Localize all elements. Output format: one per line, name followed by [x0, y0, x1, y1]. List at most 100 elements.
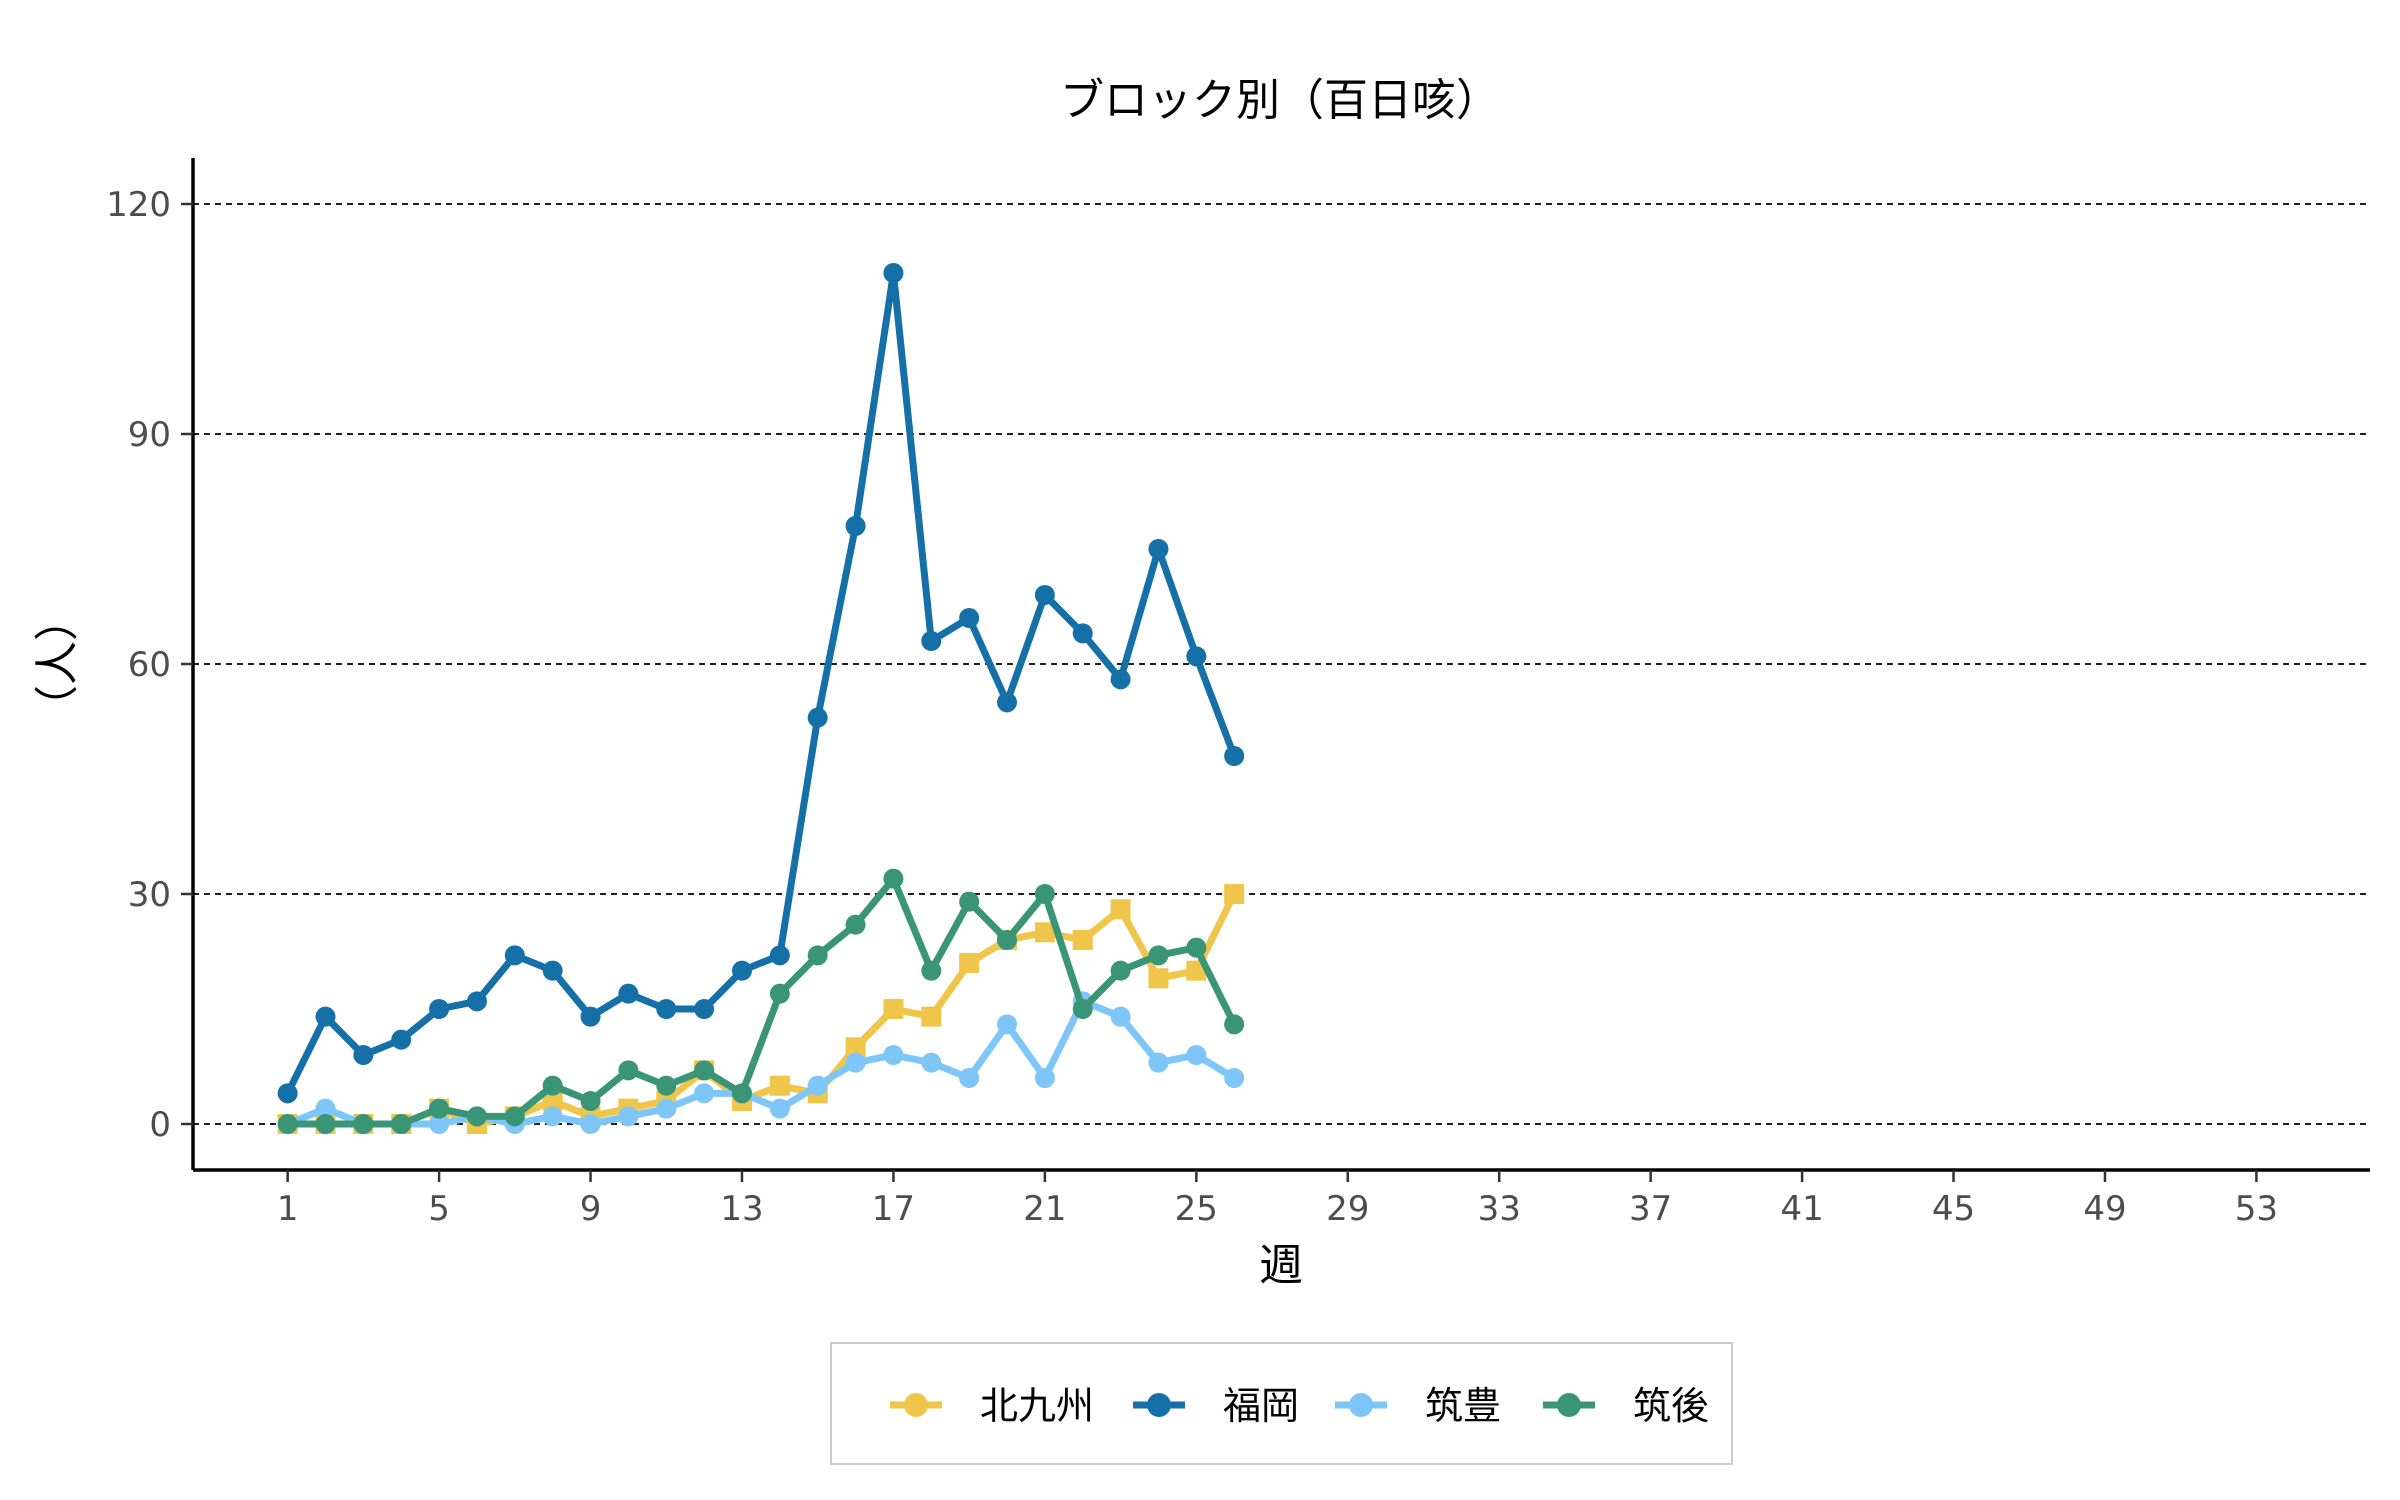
y-ticks: 0 30 60 90 120: [106, 185, 193, 1145]
data-point: [504, 945, 525, 966]
x-tick-label: 49: [2083, 1189, 2126, 1229]
data-point: [429, 999, 450, 1019]
data-point: [883, 868, 904, 889]
data-point: [731, 960, 752, 981]
series-line: [284, 875, 1238, 1128]
data-point: [391, 1029, 412, 1050]
legend-item: 北九州: [890, 1384, 1094, 1428]
legend-label: 筑豊: [1425, 1384, 1501, 1428]
x-tick-label: 1: [277, 1189, 299, 1229]
data-point: [542, 960, 563, 981]
data-point: [429, 1114, 450, 1134]
gridlines: [193, 203, 2370, 1125]
data-point: [1186, 937, 1207, 958]
data-point: [542, 1075, 563, 1096]
data-point: [656, 999, 677, 1019]
data-point: [1034, 585, 1055, 605]
data-point: [656, 1075, 677, 1096]
data-point: [618, 1106, 639, 1127]
data-point: [883, 999, 904, 1019]
x-tick-label: 45: [1932, 1189, 1975, 1229]
x-tick-label: 17: [872, 1189, 915, 1229]
data-point: [1110, 899, 1131, 920]
y-tick-label: 90: [128, 415, 171, 455]
data-point: [1224, 884, 1245, 904]
data-point: [391, 1114, 412, 1134]
data-point: [845, 914, 866, 935]
data-point: [845, 516, 866, 536]
data-point: [618, 983, 639, 1004]
y-tick-label: 30: [128, 875, 171, 915]
data-point: [1224, 1068, 1245, 1088]
data-point: [277, 1114, 298, 1134]
data-point: [466, 991, 487, 1012]
data-point: [1072, 623, 1093, 644]
x-tick-label: 13: [720, 1189, 763, 1229]
data-point: [1110, 960, 1131, 981]
series: [277, 263, 1245, 1134]
data-point: [769, 983, 790, 1004]
legend: 北九州 福岡 筑豊 筑後: [830, 1342, 1733, 1465]
data-point: [959, 1068, 980, 1088]
y-tick-label: 0: [149, 1105, 171, 1145]
data-point: [694, 1060, 715, 1081]
data-point: [429, 1098, 450, 1119]
data-point: [353, 1045, 374, 1065]
data-point: [1034, 922, 1055, 943]
legend-label: 北九州: [980, 1384, 1094, 1428]
data-point: [921, 1052, 942, 1073]
legend-item: 筑後: [1543, 1384, 1709, 1428]
data-point: [580, 1091, 601, 1111]
series-1: [277, 263, 1245, 1104]
data-point: [315, 1006, 336, 1027]
data-point: [1224, 746, 1245, 766]
data-point: [315, 1114, 336, 1134]
data-point: [921, 1006, 942, 1027]
data-point: [353, 1114, 374, 1134]
data-point: [315, 1098, 336, 1119]
legend-swatch-marker: [1557, 1393, 1581, 1417]
data-point: [580, 1114, 601, 1134]
data-point: [466, 1106, 487, 1127]
data-point: [997, 692, 1018, 713]
data-point: [731, 1083, 752, 1104]
data-point: [504, 1106, 525, 1127]
data-point: [1148, 968, 1169, 989]
x-tick-label: 41: [1780, 1189, 1823, 1229]
x-tick-label: 53: [2235, 1189, 2278, 1229]
data-point: [542, 1106, 563, 1127]
y-tick-label: 120: [106, 185, 171, 225]
data-point: [921, 631, 942, 651]
legend-swatch-marker: [1349, 1393, 1373, 1417]
data-point: [1072, 999, 1093, 1019]
legend-items: 北九州 福岡 筑豊 筑後: [890, 1384, 1709, 1428]
data-point: [1148, 539, 1169, 559]
legend-item: 筑豊: [1335, 1384, 1501, 1428]
x-tick-label: 37: [1629, 1189, 1672, 1229]
data-point: [845, 1037, 866, 1058]
data-point: [1034, 1068, 1055, 1088]
x-tick-label: 9: [580, 1189, 602, 1229]
data-point: [1110, 1006, 1131, 1027]
series-line: [284, 269, 1238, 1097]
data-point: [807, 1075, 828, 1096]
data-point: [769, 1075, 790, 1096]
x-tick-label: 5: [428, 1189, 450, 1229]
data-point: [1186, 1045, 1207, 1065]
data-point: [807, 945, 828, 966]
data-point: [580, 1006, 601, 1027]
data-point: [959, 953, 980, 973]
data-point: [883, 1045, 904, 1065]
x-tick-label: 33: [1478, 1189, 1521, 1229]
data-point: [277, 1083, 298, 1104]
data-point: [1186, 646, 1207, 667]
data-point: [997, 1014, 1018, 1035]
x-tick-label: 29: [1326, 1189, 1369, 1229]
data-point: [769, 945, 790, 966]
data-point: [921, 960, 942, 981]
legend-label: 筑後: [1633, 1384, 1709, 1428]
data-point: [1148, 1052, 1169, 1073]
data-point: [845, 1052, 866, 1073]
x-axis-title: 週: [1259, 1240, 1303, 1291]
data-point: [1072, 930, 1093, 950]
